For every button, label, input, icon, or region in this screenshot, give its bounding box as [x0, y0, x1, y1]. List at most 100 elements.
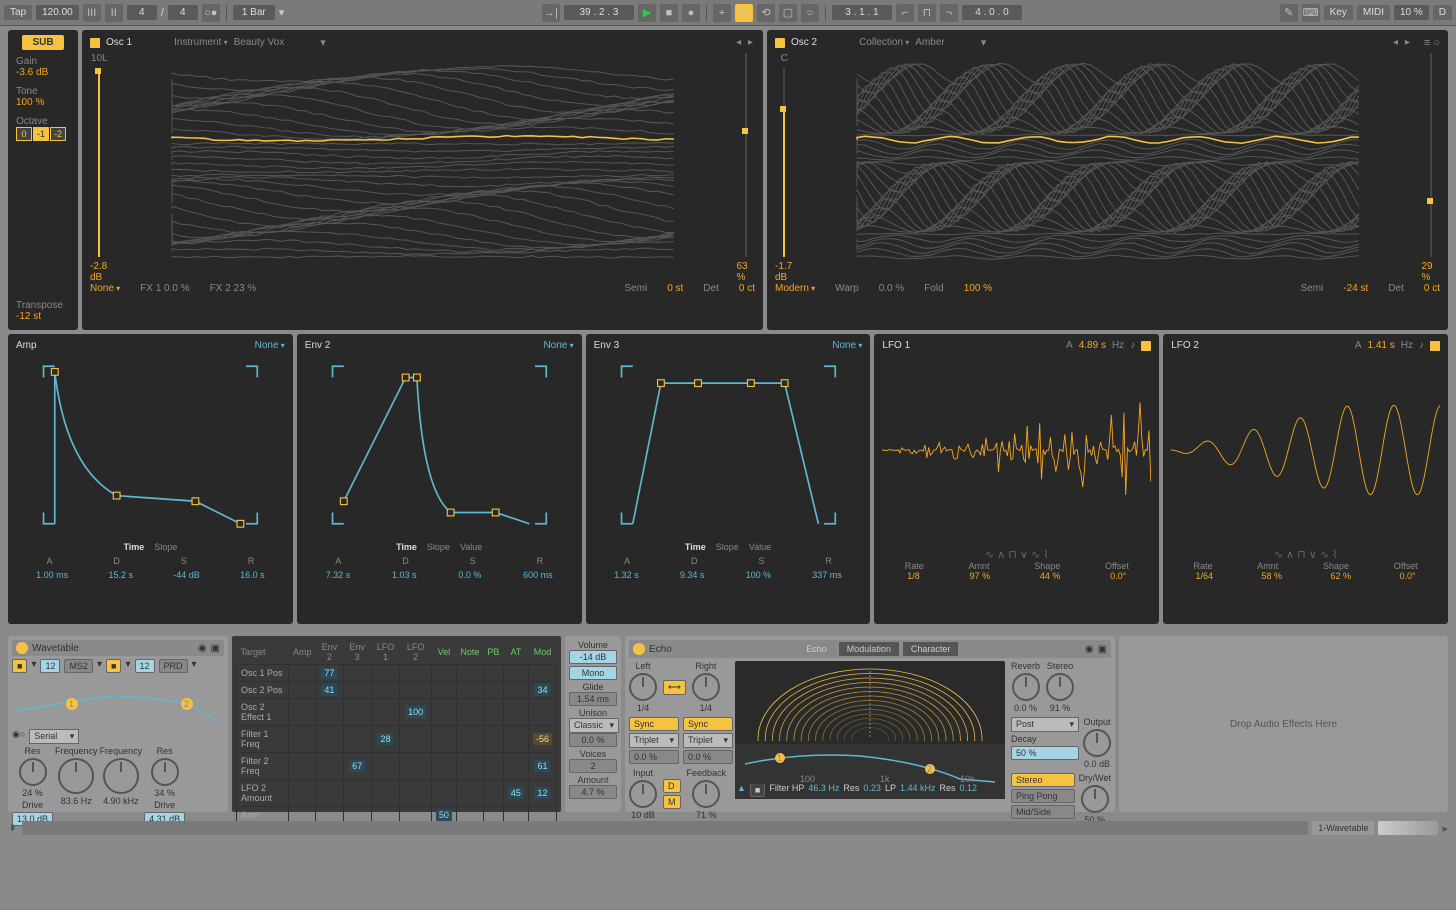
osc1-gain-slider[interactable]: 10L -2.8 dB: [90, 53, 109, 283]
session-rec-icon[interactable]: ▢: [779, 4, 797, 22]
echo-sync-right[interactable]: Sync: [683, 717, 733, 731]
env3-loop-dropdown[interactable]: None: [832, 340, 862, 351]
osc2-waveform-display[interactable]: [800, 53, 1416, 283]
status-track[interactable]: [22, 821, 1309, 835]
lfo1-shape[interactable]: 44 %: [1040, 571, 1061, 581]
echo-save-icon[interactable]: ◉: [1085, 644, 1094, 655]
osc2-nav-arrows[interactable]: ◂ ▸: [1393, 37, 1412, 48]
echo-reverb-knob[interactable]: [1012, 673, 1040, 701]
env2-attack[interactable]: 7.32 s: [326, 570, 351, 580]
osc1-category-dropdown[interactable]: Instrument: [174, 37, 228, 48]
record-button[interactable]: ●: [682, 4, 700, 22]
overdub-icon[interactable]: +: [713, 4, 731, 22]
echo-mode-left[interactable]: Triplet▾: [629, 733, 679, 748]
echo-midside-mode[interactable]: Mid/Side: [1011, 805, 1075, 819]
osc1-fx1[interactable]: FX 1 0.0 %: [140, 283, 189, 294]
hide-detail-icon[interactable]: ▸: [1442, 822, 1448, 835]
f2-res-knob[interactable]: [151, 758, 179, 786]
echo-decay-value[interactable]: 50 %: [1011, 746, 1079, 760]
filter2-enable[interactable]: ■: [106, 659, 121, 673]
unison-dropdown[interactable]: Classic▾: [569, 718, 619, 733]
amp-attack[interactable]: 1.00 ms: [36, 570, 68, 580]
amp-loop-dropdown[interactable]: None: [255, 340, 285, 351]
disk-overload-button[interactable]: D: [1433, 5, 1452, 20]
amount-value[interactable]: 4.7 %: [569, 785, 617, 799]
osc2-preset[interactable]: Amber: [915, 37, 944, 48]
play-button[interactable]: ▶: [638, 4, 656, 22]
echo-pingpong-mode[interactable]: Ping Pong: [1011, 789, 1075, 803]
env2-display[interactable]: [305, 355, 574, 535]
lfo2-amount[interactable]: 58 %: [1261, 571, 1282, 581]
env2-loop-dropdown[interactable]: None: [543, 340, 573, 351]
lfo1-time[interactable]: 4.89 s: [1079, 340, 1106, 351]
env2-decay[interactable]: 1.03 s: [392, 570, 417, 580]
amp-envelope-display[interactable]: [16, 355, 285, 535]
osc2-position-slider[interactable]: 29 %: [1421, 53, 1440, 283]
loop-icon[interactable]: ⊓: [918, 4, 936, 22]
echo-right-knob[interactable]: [692, 673, 720, 701]
lfo1-amount[interactable]: 97 %: [970, 571, 991, 581]
echo-d-button[interactable]: D: [663, 779, 681, 793]
loop-length-field[interactable]: 4 . 0 . 0: [962, 5, 1022, 20]
lfo1-shape-icons[interactable]: ∿ ∧ ⊓ ∨ ∿ ⌇: [882, 548, 1151, 561]
osc1-preset[interactable]: Beauty Vox: [234, 37, 285, 48]
amp-decay[interactable]: 15.2 s: [108, 570, 133, 580]
echo-drywet-knob[interactable]: [1081, 785, 1109, 813]
tempo-field[interactable]: 120.00: [36, 5, 79, 20]
device-save-icon[interactable]: ◉: [198, 643, 207, 654]
lfo1-offset[interactable]: 0.0°: [1110, 571, 1126, 581]
osc1-fx2[interactable]: FX 2 23 %: [210, 283, 257, 294]
unison-pct[interactable]: 0.0 %: [569, 733, 617, 747]
lfo1-rate[interactable]: 1/8: [907, 571, 920, 581]
env3-decay[interactable]: 9.34 s: [680, 570, 705, 580]
drop-zone[interactable]: Drop Audio Effects Here: [1119, 636, 1448, 812]
env3-attack[interactable]: 1.32 s: [614, 570, 639, 580]
amp-sustain[interactable]: -44 dB: [173, 570, 200, 580]
filter2-type-dropdown[interactable]: PRD: [159, 659, 188, 673]
filter1-slope[interactable]: 12: [40, 659, 60, 673]
gain-value[interactable]: -3.6 dB: [16, 67, 70, 78]
osc1-fx-mode-dropdown[interactable]: None: [90, 283, 120, 294]
osc2-detune[interactable]: 0 ct: [1424, 283, 1440, 294]
tap-button[interactable]: Tap: [4, 5, 32, 20]
echo-pct-left[interactable]: 0.0 %: [629, 750, 679, 764]
keyboard-icon[interactable]: ⌨: [1302, 4, 1320, 22]
echo-reverb-pos[interactable]: Post▾: [1011, 717, 1079, 732]
osc2-warp[interactable]: 0.0 %: [879, 283, 905, 294]
volume-value[interactable]: -14 dB: [569, 650, 617, 664]
view-toggle-icon[interactable]: ◗: [8, 819, 18, 837]
env3-release[interactable]: 337 ms: [812, 570, 842, 580]
echo-tab-character[interactable]: Character: [903, 642, 959, 656]
sub-enable-button[interactable]: SUB: [22, 35, 63, 50]
quantize-field[interactable]: 1 Bar: [233, 5, 275, 20]
env3-display[interactable]: [594, 355, 863, 535]
metronome-icon[interactable]: III: [83, 4, 101, 22]
filter1-enable[interactable]: ■: [12, 659, 27, 673]
osc1-waveform-display[interactable]: [115, 53, 731, 283]
f1-res-knob[interactable]: [19, 758, 47, 786]
oct-0-button[interactable]: 0: [16, 127, 32, 141]
timesig-num[interactable]: 4: [127, 5, 157, 20]
midi-map-button[interactable]: MIDI: [1357, 5, 1390, 20]
echo-tab-modulation[interactable]: Modulation: [839, 642, 899, 656]
osc2-fold[interactable]: 100 %: [964, 283, 992, 294]
tone-value[interactable]: 100 %: [16, 97, 70, 108]
echo-input-knob[interactable]: [629, 780, 657, 808]
stop-button[interactable]: ■: [660, 4, 678, 22]
automation-arm-icon[interactable]: ✎: [735, 4, 753, 22]
echo-tunnel-display[interactable]: 1 2 1001k10k: [735, 661, 1005, 781]
echo-m-button[interactable]: M: [663, 795, 681, 809]
echo-left-knob[interactable]: [629, 673, 657, 701]
position-field[interactable]: 39 . 2 . 3: [564, 5, 634, 20]
env2-release[interactable]: 600 ms: [523, 570, 553, 580]
osc2-gain-slider[interactable]: C -1.7 dB: [775, 53, 794, 283]
oct-1-button[interactable]: -1: [33, 127, 49, 141]
oct-2-button[interactable]: -2: [50, 127, 66, 141]
lfo2-shape[interactable]: 62 %: [1331, 571, 1352, 581]
device-power-icon[interactable]: [16, 642, 28, 654]
lfo2-retrig-icon[interactable]: [1430, 341, 1440, 351]
echo-power-icon[interactable]: [633, 643, 645, 655]
osc1-enable-icon[interactable]: [90, 38, 100, 48]
filter-curve-display[interactable]: 1 2: [12, 676, 222, 726]
timesig-den[interactable]: 4: [168, 5, 198, 20]
